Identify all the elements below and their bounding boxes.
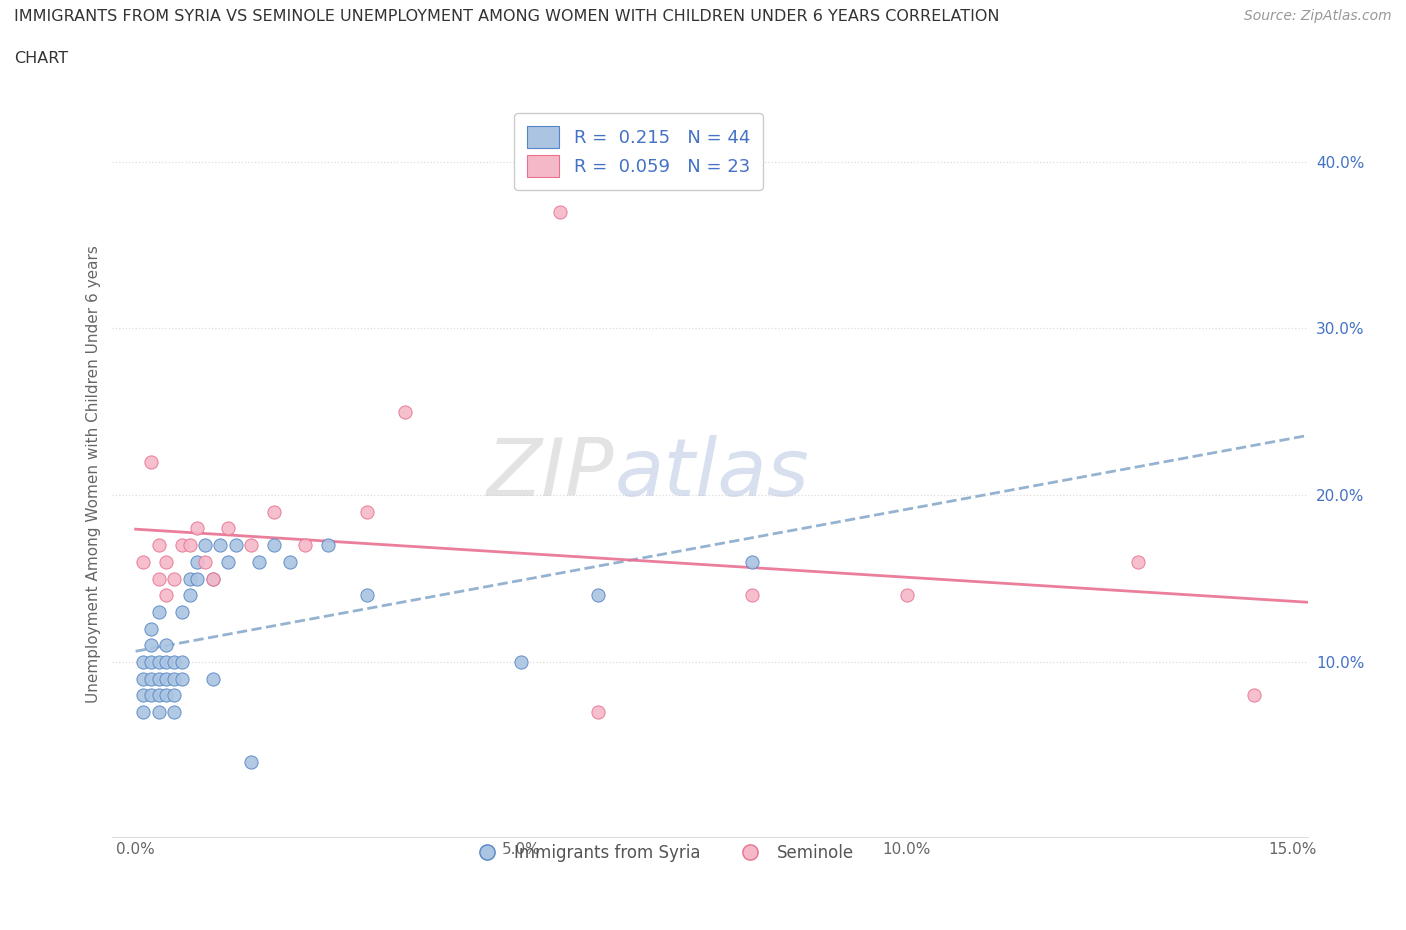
- Point: [179, 538, 201, 552]
- Point: [179, 588, 201, 603]
- Point: [148, 671, 170, 686]
- Point: [148, 705, 170, 720]
- Point: [896, 588, 918, 603]
- Point: [170, 671, 193, 686]
- Point: [356, 504, 378, 519]
- Point: [170, 604, 193, 619]
- Point: [194, 554, 217, 569]
- Point: [155, 638, 177, 653]
- Text: Source: ZipAtlas.com: Source: ZipAtlas.com: [1244, 9, 1392, 23]
- Point: [132, 655, 155, 670]
- Point: [170, 655, 193, 670]
- Point: [194, 538, 217, 552]
- Point: [179, 571, 201, 586]
- Point: [201, 671, 224, 686]
- Point: [741, 554, 763, 569]
- Point: [186, 554, 208, 569]
- Text: IMMIGRANTS FROM SYRIA VS SEMINOLE UNEMPLOYMENT AMONG WOMEN WITH CHILDREN UNDER 6: IMMIGRANTS FROM SYRIA VS SEMINOLE UNEMPL…: [14, 9, 1000, 24]
- Point: [209, 538, 232, 552]
- Point: [217, 554, 239, 569]
- Point: [155, 671, 177, 686]
- Point: [201, 571, 224, 586]
- Point: [163, 655, 186, 670]
- Point: [148, 688, 170, 703]
- Point: [139, 671, 162, 686]
- Text: ZIP: ZIP: [486, 435, 614, 513]
- Point: [294, 538, 316, 552]
- Point: [318, 538, 340, 552]
- Text: atlas: atlas: [614, 435, 810, 513]
- Point: [132, 554, 155, 569]
- Point: [163, 688, 186, 703]
- Y-axis label: Unemployment Among Women with Children Under 6 years: Unemployment Among Women with Children U…: [86, 246, 101, 703]
- Point: [201, 571, 224, 586]
- Point: [139, 688, 162, 703]
- Point: [139, 655, 162, 670]
- Point: [139, 621, 162, 636]
- Point: [356, 588, 378, 603]
- Point: [148, 538, 170, 552]
- Point: [170, 538, 193, 552]
- Point: [278, 554, 301, 569]
- Point: [132, 705, 155, 720]
- Point: [132, 688, 155, 703]
- Point: [155, 655, 177, 670]
- Point: [186, 521, 208, 536]
- Point: [586, 588, 609, 603]
- Point: [741, 588, 763, 603]
- Point: [186, 571, 208, 586]
- Point: [148, 571, 170, 586]
- Point: [132, 671, 155, 686]
- Point: [247, 554, 270, 569]
- Point: [155, 688, 177, 703]
- Point: [394, 405, 416, 419]
- Legend: Immigrants from Syria, Seminole: Immigrants from Syria, Seminole: [464, 837, 860, 869]
- Text: CHART: CHART: [14, 51, 67, 66]
- Point: [263, 538, 285, 552]
- Point: [548, 205, 571, 219]
- Point: [163, 705, 186, 720]
- Point: [1243, 688, 1265, 703]
- Point: [155, 588, 177, 603]
- Point: [139, 638, 162, 653]
- Point: [163, 571, 186, 586]
- Point: [586, 705, 609, 720]
- Point: [217, 521, 239, 536]
- Point: [139, 455, 162, 470]
- Point: [163, 671, 186, 686]
- Point: [148, 604, 170, 619]
- Point: [263, 504, 285, 519]
- Point: [510, 655, 533, 670]
- Point: [155, 554, 177, 569]
- Point: [148, 655, 170, 670]
- Point: [240, 754, 263, 769]
- Point: [1126, 554, 1149, 569]
- Point: [225, 538, 247, 552]
- Point: [240, 538, 263, 552]
